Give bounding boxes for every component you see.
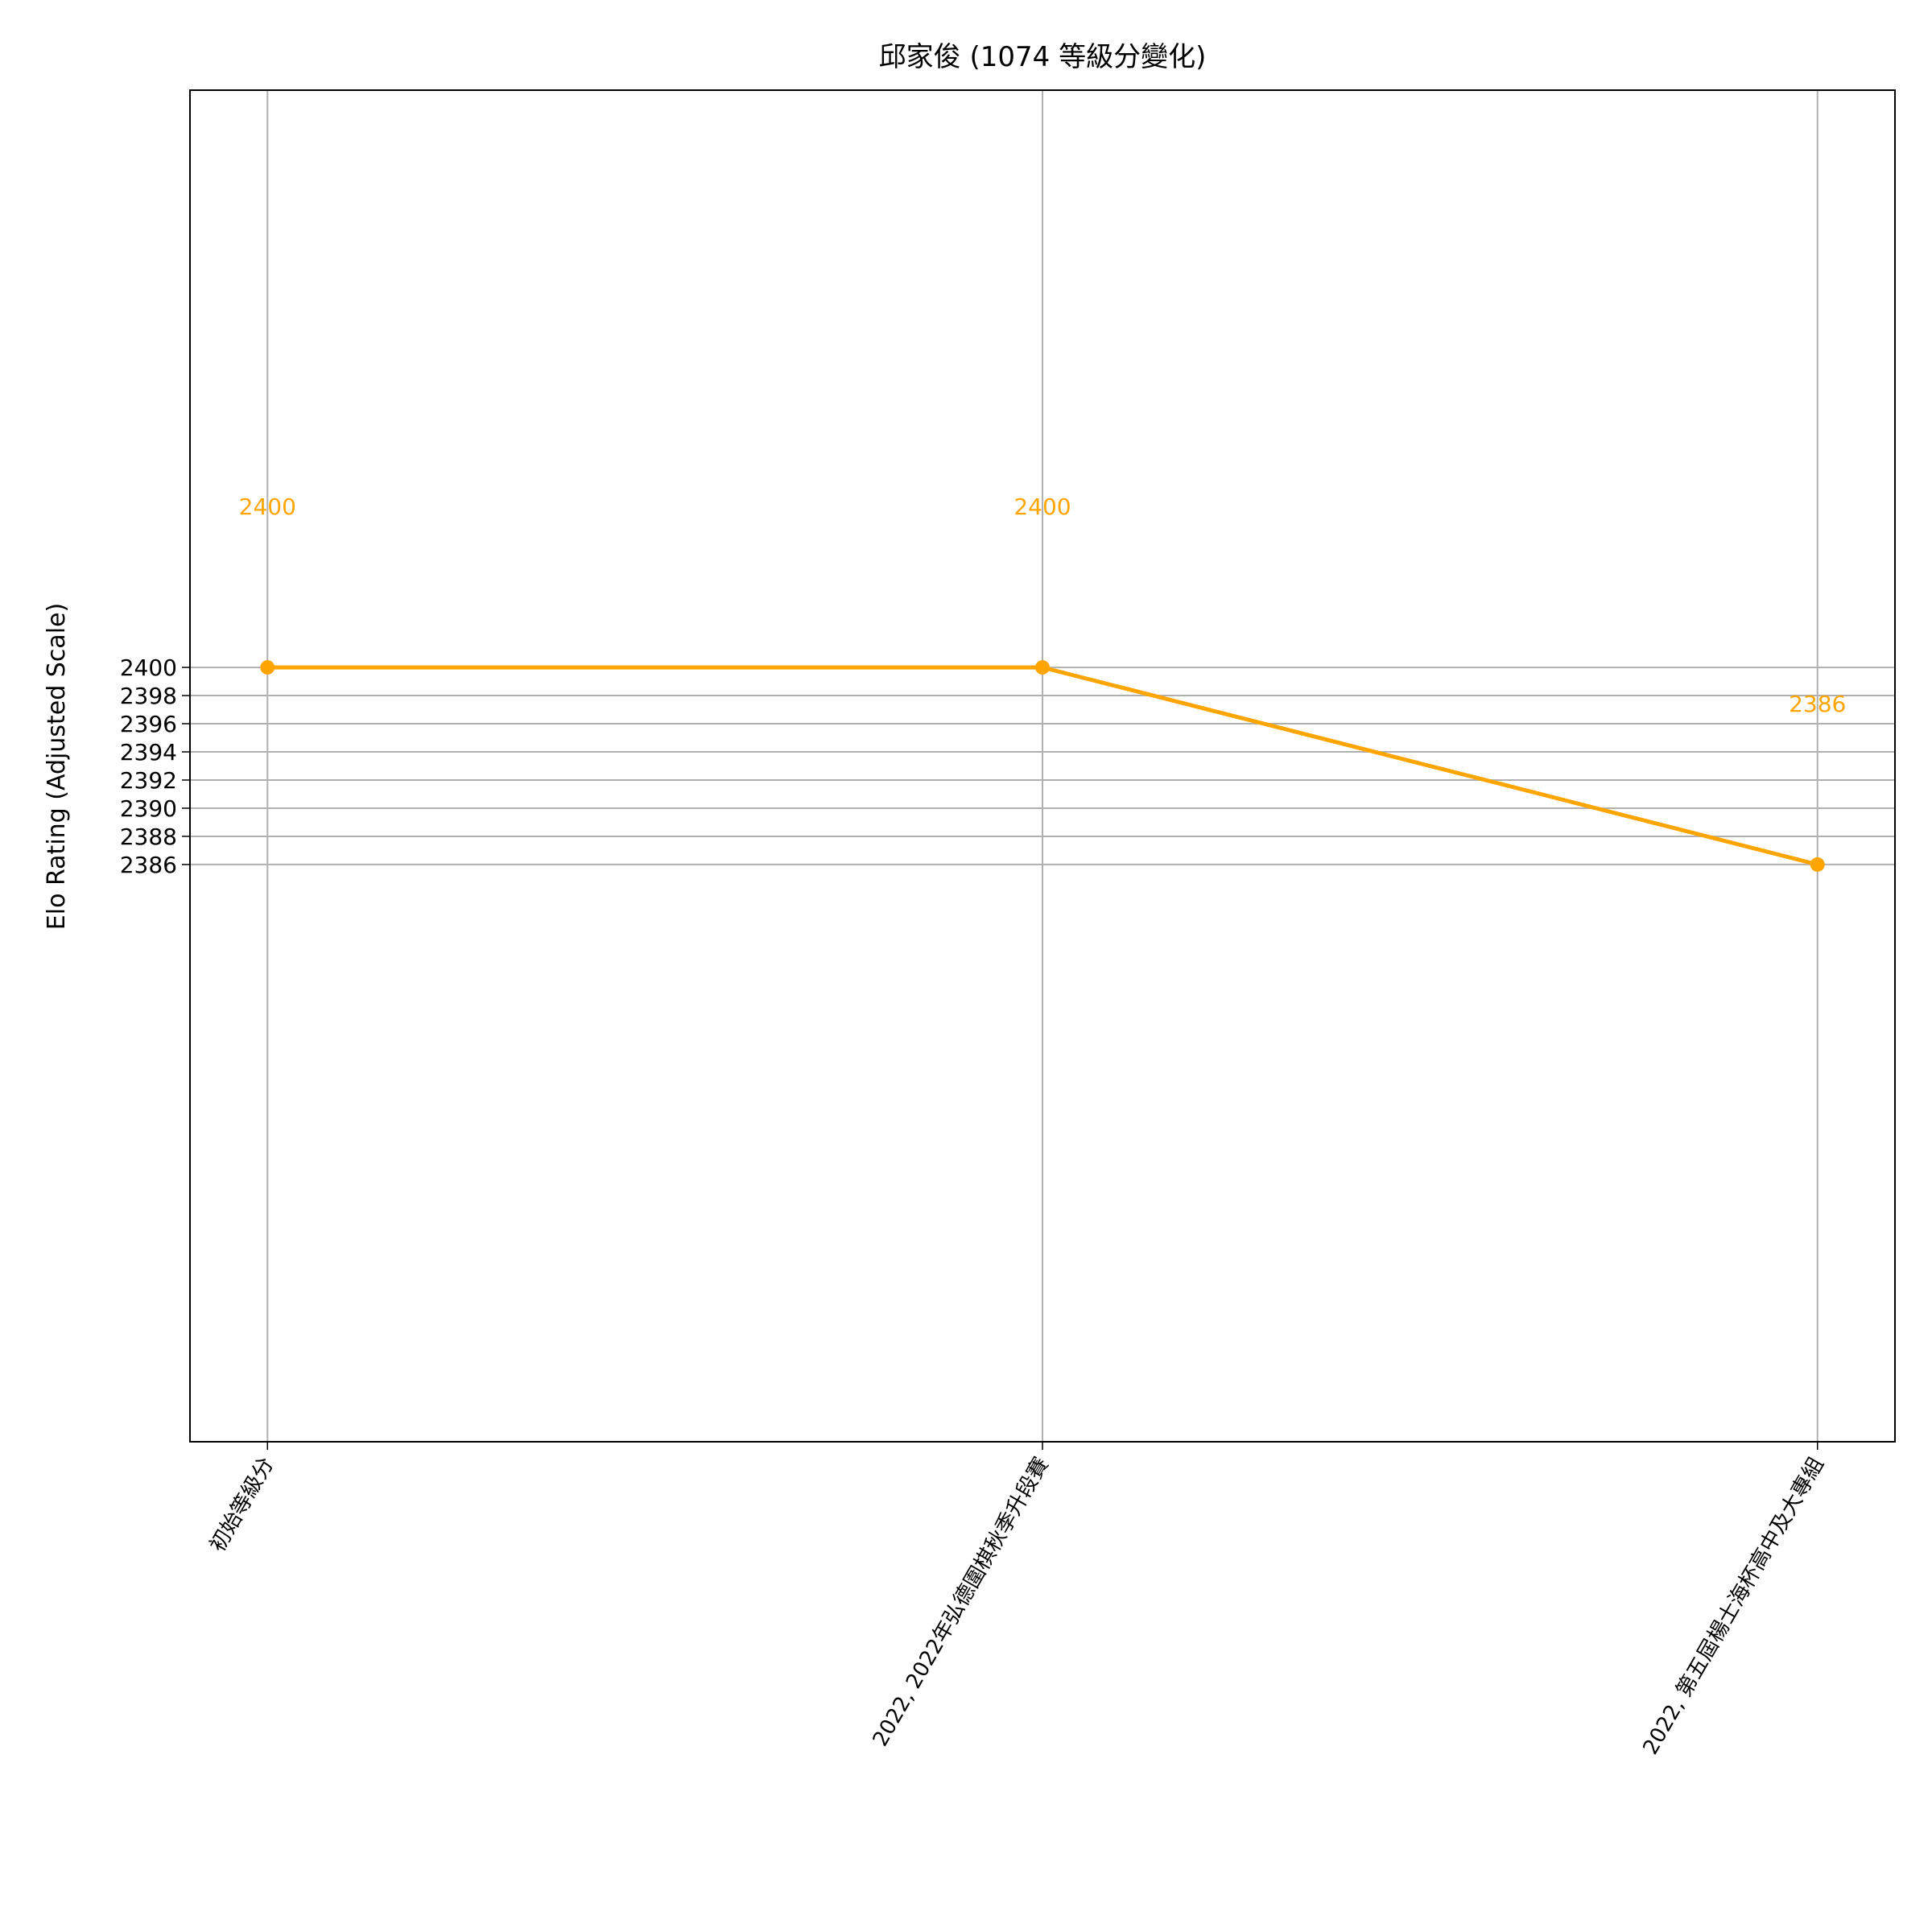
y-tick-label: 2394	[120, 739, 177, 766]
data-label: 2400	[1013, 493, 1071, 520]
y-tick-label: 2400	[120, 654, 177, 681]
point	[260, 660, 275, 675]
y-tick-label: 2386	[120, 852, 177, 878]
y-tick-label: 2396	[120, 711, 177, 737]
y-tick-label: 2390	[120, 795, 177, 822]
y-tick-label: 2398	[120, 683, 177, 709]
x-tick-label: 初始等級分	[205, 1454, 279, 1557]
y-tick-label: 2392	[120, 767, 177, 794]
data-label: 2400	[239, 493, 296, 520]
y-axis-label: Elo Rating (Adjusted Scale)	[43, 603, 71, 930]
point	[1810, 857, 1825, 872]
data-label: 2386	[1789, 691, 1846, 717]
point	[1035, 660, 1050, 675]
x-tick-label: 2022, 2022年弘德圍棋秋季升段賽	[869, 1454, 1054, 1751]
y-tick-label: 2388	[120, 824, 177, 850]
chart-title: 邱家俊 (1074 等級分變化)	[879, 41, 1207, 73]
plot-frame	[189, 89, 1896, 1443]
x-tick-label: 2022, 第五屆楊士海杯高中及大專組	[1638, 1454, 1828, 1759]
